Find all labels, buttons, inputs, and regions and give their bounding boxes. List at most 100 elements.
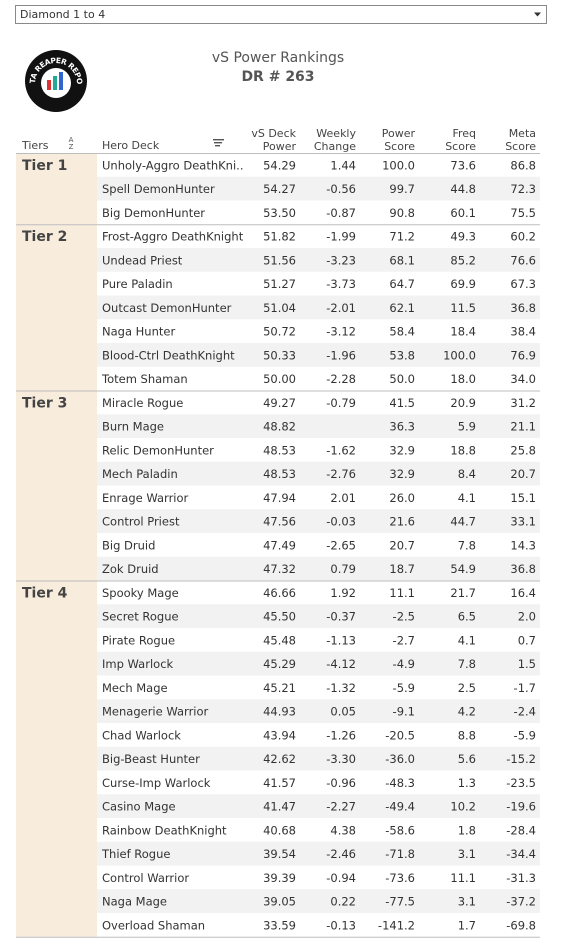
score-cell: -4.9 <box>393 657 415 671</box>
column-header: Power <box>382 127 416 140</box>
row-stripe <box>97 176 540 201</box>
score-cell: 1.44 <box>330 158 356 172</box>
score-cell: 21.7 <box>450 586 476 600</box>
deck-name: Secret Rogue <box>102 610 179 624</box>
score-cell: 51.27 <box>263 277 296 291</box>
score-cell: 36.8 <box>510 301 536 315</box>
score-cell: 44.7 <box>450 515 476 529</box>
score-cell: 4.1 <box>458 491 476 505</box>
column-header: Hero Deck <box>102 139 160 152</box>
score-cell: 86.8 <box>510 158 536 172</box>
deck-name: Mech Paladin <box>102 467 178 481</box>
deck-name: Mech Mage <box>102 681 168 695</box>
score-cell: 60.1 <box>450 206 476 220</box>
column-header: Score <box>445 140 476 153</box>
score-cell: 49.27 <box>263 396 296 410</box>
score-cell: -0.56 <box>326 182 356 196</box>
score-cell: 85.2 <box>450 253 476 267</box>
score-cell: 46.66 <box>263 586 296 600</box>
tier-cell <box>16 580 97 937</box>
deck-name: Big Druid <box>102 538 155 552</box>
score-cell: 43.94 <box>263 728 296 742</box>
deck-name: Spell DemonHunter <box>102 182 215 196</box>
score-cell: 47.94 <box>263 491 296 505</box>
score-cell: -2.65 <box>326 538 356 552</box>
score-cell: 11.5 <box>450 301 476 315</box>
score-cell: 0.79 <box>330 562 356 576</box>
score-cell: 11.1 <box>389 586 415 600</box>
score-cell: 62.1 <box>389 301 415 315</box>
column-header: Change <box>314 140 356 153</box>
score-cell: 33.1 <box>510 515 536 529</box>
deck-name: Big-Beast Hunter <box>102 752 200 766</box>
deck-name: Unholy-Aggro DeathKni.. <box>102 158 243 172</box>
row-stripe <box>97 461 540 486</box>
row-stripe <box>97 414 540 438</box>
score-cell: -0.94 <box>326 871 356 885</box>
dropdown-arrow[interactable] <box>534 12 541 17</box>
row-stripe <box>97 556 540 581</box>
score-cell: 68.1 <box>389 253 415 267</box>
filter-dropdown[interactable]: Diamond 1 to 4 <box>15 5 547 24</box>
tier-label: Tier 3 <box>22 395 67 411</box>
filter-icon <box>214 142 222 144</box>
score-cell: 60.2 <box>510 230 536 244</box>
score-cell: -141.2 <box>378 918 415 932</box>
score-cell: -1.62 <box>326 443 356 457</box>
score-cell: -20.5 <box>385 728 415 742</box>
score-cell: 2.0 <box>518 610 536 624</box>
row-stripe <box>97 841 540 866</box>
dropdown-box[interactable] <box>15 5 547 24</box>
deck-name: Outcast DemonHunter <box>102 301 232 315</box>
score-cell: 39.05 <box>263 895 296 909</box>
score-cell: 21.6 <box>389 515 415 529</box>
score-cell: 1.8 <box>458 823 476 837</box>
score-cell: 25.8 <box>510 443 536 457</box>
score-cell: 71.2 <box>389 230 415 244</box>
score-cell: 16.4 <box>510 586 536 600</box>
score-cell: -2.76 <box>326 467 356 481</box>
row-stripe <box>97 248 540 272</box>
score-cell: -3.73 <box>326 277 356 291</box>
score-cell: -3.23 <box>326 253 356 267</box>
score-cell: 49.3 <box>450 230 476 244</box>
row-stripe <box>97 889 540 913</box>
score-cell: 34.0 <box>510 372 536 386</box>
score-cell: 48.82 <box>263 420 296 434</box>
logo-bar <box>47 80 51 90</box>
score-cell: 1.7 <box>458 918 476 932</box>
deck-name: Totem Shaman <box>101 372 188 386</box>
tier-cell <box>16 153 97 225</box>
score-cell: 48.53 <box>263 443 296 457</box>
row-stripe <box>97 295 540 320</box>
sort-icon: A <box>69 136 74 144</box>
score-cell: 100.0 <box>443 348 476 362</box>
score-cell: 100.0 <box>382 158 415 172</box>
logo-bar <box>53 76 57 90</box>
deck-name: Menagerie Warrior <box>102 705 209 719</box>
deck-name: Spooky Mage <box>102 586 179 600</box>
score-cell: 53.8 <box>389 348 415 362</box>
score-cell: 20.7 <box>389 538 415 552</box>
score-cell: 1.5 <box>518 657 536 671</box>
row-stripe <box>97 794 540 818</box>
score-cell: 47.56 <box>263 515 296 529</box>
deck-name: Control Priest <box>102 515 180 529</box>
score-cell: 3.1 <box>458 895 476 909</box>
score-cell: 2.01 <box>330 491 356 505</box>
sort-icon: Z <box>69 143 74 151</box>
score-cell: 50.0 <box>389 372 415 386</box>
deck-name: Control Warrior <box>102 871 189 885</box>
score-cell: 47.32 <box>263 562 296 576</box>
row-stripe <box>97 343 540 367</box>
dropdown-value[interactable]: Diamond 1 to 4 <box>20 8 105 21</box>
score-cell: 69.9 <box>450 277 476 291</box>
score-cell: 32.9 <box>389 467 415 481</box>
deck-name: Pirate Rogue <box>102 633 175 647</box>
score-cell: -2.5 <box>393 610 415 624</box>
column-header: Tiers <box>21 139 49 152</box>
deck-name: Naga Hunter <box>102 325 175 339</box>
row-stripe <box>97 651 540 676</box>
